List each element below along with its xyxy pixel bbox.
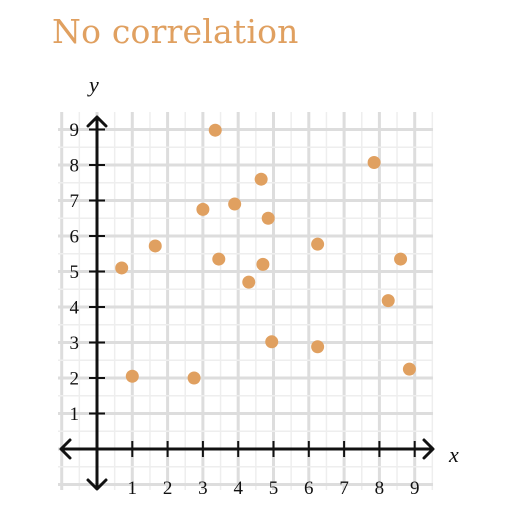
data-point (256, 258, 269, 271)
x-tick-label: 2 (163, 478, 173, 499)
data-point (368, 156, 381, 169)
data-point (242, 276, 255, 289)
x-tick-label: 1 (128, 478, 138, 499)
x-tick-label: 5 (269, 478, 279, 499)
tick-labels: 1 2 3 4 5 6 7 8 9 1 2 3 4 5 6 7 8 9 (70, 120, 420, 499)
data-point (394, 253, 407, 266)
y-tick-label: 7 (70, 191, 80, 212)
y-tick-label: 8 (70, 156, 80, 177)
data-point (209, 124, 222, 137)
x-axis-label: x (448, 442, 459, 467)
data-point (228, 198, 241, 211)
y-tick-label: 4 (70, 298, 80, 319)
y-tick-label: 9 (70, 120, 80, 141)
data-point (311, 340, 324, 353)
axes (61, 117, 433, 489)
data-point (311, 238, 324, 251)
x-tick-label: 4 (233, 478, 243, 499)
data-point (262, 212, 275, 225)
data-point (255, 173, 268, 186)
data-point (265, 335, 278, 348)
x-tick-label: 7 (339, 478, 349, 499)
data-point (149, 239, 162, 252)
data-point (212, 253, 225, 266)
data-point (188, 372, 201, 385)
y-tick-label: 3 (70, 333, 80, 354)
y-axis-label: y (87, 72, 99, 97)
data-point (126, 370, 139, 383)
x-tick-label: 3 (198, 478, 208, 499)
x-tick-label: 6 (304, 478, 314, 499)
y-tick-label: 5 (70, 262, 80, 283)
y-tick-label: 6 (70, 227, 80, 248)
x-tick-label: 9 (410, 478, 420, 499)
data-point (403, 363, 416, 376)
data-point (196, 203, 209, 216)
data-point (115, 261, 128, 274)
x-tick-label: 8 (375, 478, 385, 499)
grid (58, 112, 433, 490)
data-point (382, 294, 395, 307)
y-tick-label: 1 (70, 404, 80, 425)
y-tick-label: 2 (70, 369, 80, 390)
